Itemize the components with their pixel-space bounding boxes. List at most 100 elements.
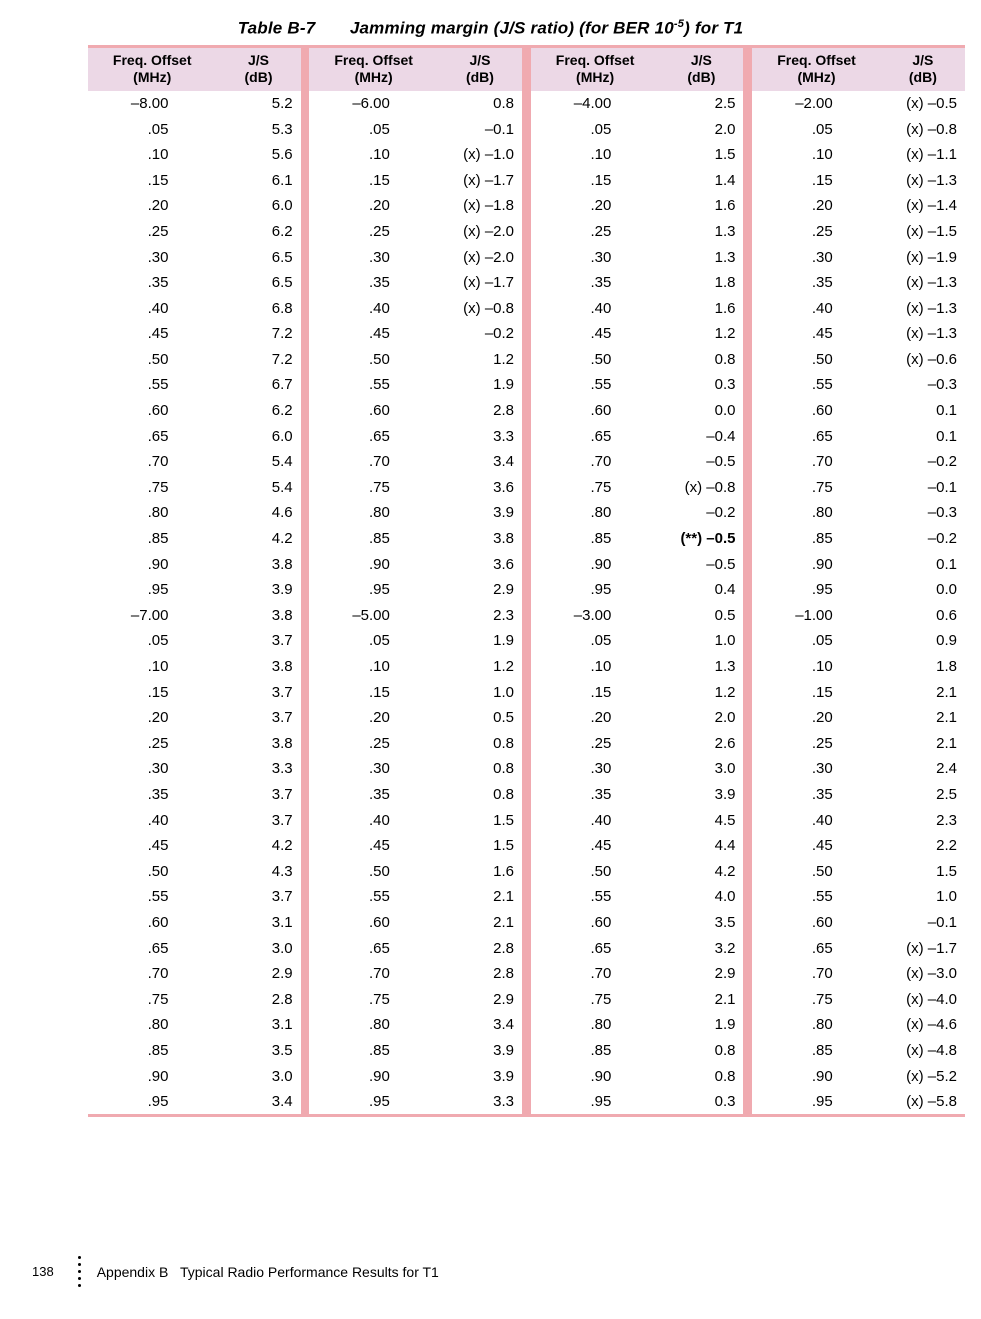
js-ratio-cell: (x) –5.2 [881,1063,965,1089]
freq-offset-cell: .90 [531,1063,659,1089]
freq-offset-cell: .50 [309,347,437,373]
js-ratio-cell: 2.8 [216,986,300,1012]
col-header-freq: Freq. Offset(MHz) [88,48,216,91]
js-ratio-cell: 2.3 [881,807,965,833]
table-row: .303.3.300.8.303.0.302.4 [88,756,965,782]
column-separator [743,347,752,373]
freq-offset-cell: .85 [531,526,659,552]
freq-offset-cell: .55 [309,884,437,910]
js-ratio-cell: –0.1 [881,910,965,936]
js-ratio-cell: 3.5 [216,1038,300,1064]
freq-offset-cell: .95 [309,1089,437,1115]
freq-offset-cell: .05 [531,628,659,654]
column-separator [301,935,310,961]
freq-offset-cell: .90 [88,1063,216,1089]
js-ratio-cell: 3.7 [216,884,300,910]
js-ratio-cell: 1.2 [659,679,743,705]
table-row: .953.9.952.9.950.4.950.0 [88,577,965,603]
freq-offset-cell: .30 [752,756,880,782]
js-ratio-cell: (**) –0.5 [659,526,743,552]
js-ratio-cell: 0.8 [438,782,522,808]
column-separator [301,398,310,424]
table-row: .705.4.703.4.70–0.5.70–0.2 [88,449,965,475]
freq-offset-cell: .20 [752,705,880,731]
js-ratio-cell: 4.0 [659,884,743,910]
js-ratio-cell: 4.5 [659,807,743,833]
table-row: .702.9.702.8.702.9.70(x) –3.0 [88,961,965,987]
column-separator [522,782,531,808]
table-body: –8.005.2–6.000.8–4.002.5–2.00(x) –0.5.05… [88,91,965,1115]
column-separator [743,1038,752,1064]
js-ratio-cell: 3.0 [659,756,743,782]
js-ratio-cell: 2.1 [881,705,965,731]
freq-offset-cell: .70 [531,961,659,987]
title-main-b: ) for T1 [684,19,743,38]
column-separator [301,986,310,1012]
column-separator [301,679,310,705]
js-ratio-cell: 3.9 [438,500,522,526]
js-ratio-cell: 1.3 [659,654,743,680]
column-separator [743,884,752,910]
column-separator [301,193,310,219]
js-ratio-cell: 7.2 [216,347,300,373]
column-separator [301,295,310,321]
column-separator [301,603,310,629]
column-separator [522,500,531,526]
freq-offset-cell: .10 [88,142,216,168]
column-separator [522,603,531,629]
js-ratio-cell: –0.2 [881,449,965,475]
column-separator [301,219,310,245]
freq-offset-cell: .65 [531,423,659,449]
column-separator [743,628,752,654]
freq-offset-cell: .20 [531,705,659,731]
freq-offset-cell: .30 [531,244,659,270]
table-row: .406.8.40(x) –0.8.401.6.40(x) –1.3 [88,295,965,321]
freq-offset-cell: .50 [752,347,880,373]
js-ratio-cell: 6.2 [216,398,300,424]
freq-offset-cell: .60 [309,910,437,936]
page: Table B-7 Jamming margin (J/S ratio) (fo… [0,0,981,1319]
js-ratio-cell: 3.9 [438,1063,522,1089]
js-ratio-cell: 0.0 [881,577,965,603]
table-row: .903.0.903.9.900.8.90(x) –5.2 [88,1063,965,1089]
freq-offset-cell: .30 [88,244,216,270]
column-separator [743,756,752,782]
column-separator [301,961,310,987]
freq-offset-cell: .10 [531,654,659,680]
column-separator [522,347,531,373]
table-row: .203.7.200.5.202.0.202.1 [88,705,965,731]
table-row: .353.7.350.8.353.9.352.5 [88,782,965,808]
column-separator [301,48,310,91]
freq-offset-cell: .55 [752,372,880,398]
js-ratio-cell: 1.4 [659,167,743,193]
table-row: .553.7.552.1.554.0.551.0 [88,884,965,910]
js-ratio-cell: 2.1 [881,679,965,705]
js-ratio-cell: 3.7 [216,705,300,731]
js-ratio-cell: 2.1 [438,884,522,910]
column-separator [522,756,531,782]
freq-offset-cell: .20 [309,705,437,731]
js-ratio-cell: 3.7 [216,628,300,654]
freq-offset-cell: .65 [309,423,437,449]
js-ratio-cell: (x) –1.5 [881,219,965,245]
table-row: .656.0.653.3.65–0.4.650.1 [88,423,965,449]
freq-offset-cell: .05 [88,116,216,142]
freq-offset-cell: .75 [88,986,216,1012]
column-separator [743,475,752,501]
js-ratio-cell: 6.8 [216,295,300,321]
page-footer: 138 Appendix B Typical Radio Performance… [32,1256,439,1287]
column-separator [301,807,310,833]
freq-offset-cell: .55 [531,372,659,398]
js-ratio-cell: 3.6 [438,551,522,577]
freq-offset-cell: .90 [531,551,659,577]
title-main-a: Jamming margin (J/S ratio) (for BER 10 [350,19,674,38]
freq-offset-cell: .40 [88,295,216,321]
table-head: Freq. Offset(MHz) J/S(dB) Freq. Offset(M… [88,48,965,91]
freq-offset-cell: .75 [752,475,880,501]
freq-offset-cell: .85 [309,526,437,552]
column-separator [522,193,531,219]
freq-offset-cell: .60 [531,398,659,424]
footer-dots-icon [78,1256,81,1287]
freq-offset-cell: .60 [531,910,659,936]
column-separator [522,398,531,424]
